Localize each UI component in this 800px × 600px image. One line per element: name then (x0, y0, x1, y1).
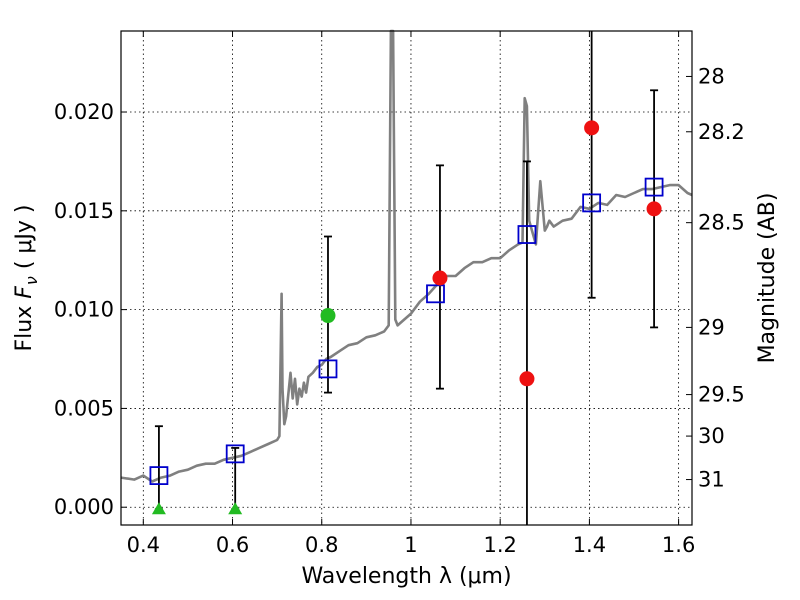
model-square (517, 225, 537, 244)
x-tick-label: 1.6 (662, 533, 695, 557)
y-axis-title-unit: ( μJy ) (12, 205, 37, 277)
red-point (432, 270, 448, 286)
y-axis-title-symbol: F (12, 286, 37, 299)
y-axis-title-subscript: ν (22, 276, 41, 285)
y2-tick-label: 31 (698, 468, 725, 492)
x-tick-label: 0.6 (216, 533, 249, 557)
model-square (582, 193, 602, 213)
plot-frame (120, 30, 693, 526)
y-tick-label: 0.015 (54, 199, 114, 223)
y-axis-title-prefix: Flux (12, 299, 37, 352)
y2-tick-label: 29.5 (698, 383, 745, 407)
y-tick-label: 0.020 (54, 100, 114, 124)
red-point (584, 120, 600, 136)
error-bars (154, 31, 659, 525)
y-tick-label: 0.000 (54, 495, 114, 519)
y2-tick-label: 28 (698, 64, 725, 88)
x-axis-title: Wavelength λ (μm) (301, 564, 511, 589)
upper-limit-triangle (228, 502, 243, 515)
upper-limit-triangle (151, 502, 166, 515)
y-tick-label: 0.005 (54, 396, 114, 420)
y2-tick-label: 29 (698, 315, 725, 339)
grid (121, 31, 692, 525)
model-square (225, 444, 245, 464)
model-square (318, 359, 338, 379)
red-point (519, 371, 535, 387)
spectrum-line (120, 29, 693, 483)
y2-axis-title: Magnitude (AB) (755, 193, 780, 364)
y-tick-label: 0.010 (54, 298, 114, 322)
y2-tick-label: 28.2 (698, 120, 745, 144)
green-point (320, 308, 336, 324)
red-point (646, 201, 662, 217)
x-tick-label: 0.4 (127, 533, 160, 557)
x-tick-label: 1.2 (483, 533, 516, 557)
x-tick-label: 1.4 (573, 533, 606, 557)
model-square (644, 177, 664, 197)
model-square (149, 466, 169, 486)
series-lines (120, 29, 693, 483)
markers (149, 120, 664, 515)
x-tick-label: 0.8 (305, 533, 338, 557)
ticks: 0.4 0.6 0.8 1 1.2 1.4 1.6 0.000 0.005 0.010 0.015 0… (54, 31, 745, 557)
y2-tick-label: 30 (698, 424, 725, 448)
x-tick-label: 1 (404, 533, 417, 557)
model-square (426, 284, 445, 304)
y2-tick-label: 28.5 (698, 211, 745, 235)
y-axis-title: Flux Fν ( μJy ) (12, 205, 41, 352)
